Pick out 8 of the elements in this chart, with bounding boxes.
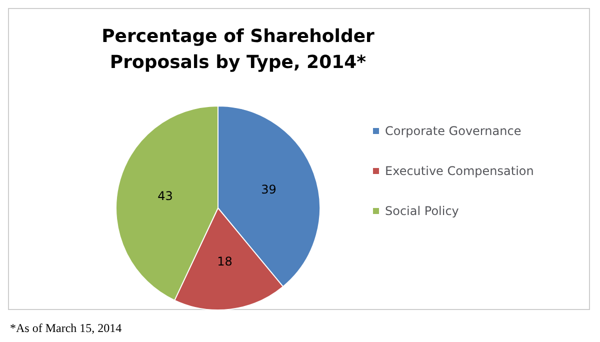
legend-label: Executive Compensation <box>385 164 534 178</box>
data-label: 18 <box>217 254 232 269</box>
data-label: 39 <box>261 182 276 197</box>
data-label: 43 <box>158 189 173 204</box>
chart-title: Percentage of Shareholder Proposals by Type, 2014* <box>100 25 376 75</box>
legend-label: Social Policy <box>385 204 459 218</box>
legend-label: Corporate Governance <box>385 124 522 138</box>
text: *As of March 15, 2014 <box>10 321 122 335</box>
